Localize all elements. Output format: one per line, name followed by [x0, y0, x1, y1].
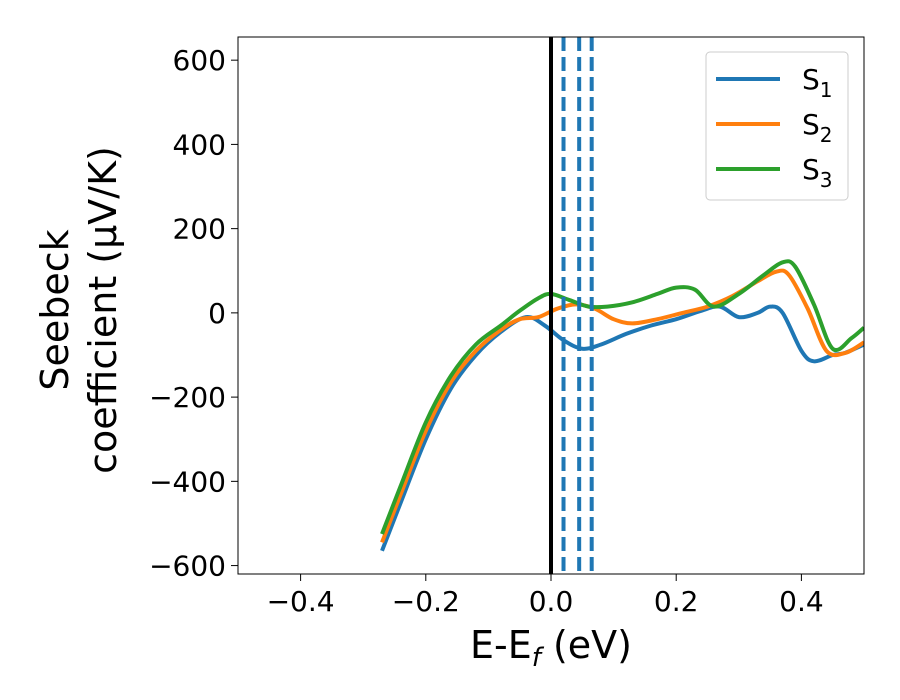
y-tick-label: −400	[149, 465, 226, 498]
legend-label-s1: S1	[802, 63, 833, 102]
y-axis-title: Seebeck coefficient (μV/K)	[33, 146, 125, 474]
y-axis-title-line1: Seebeck	[33, 229, 77, 390]
legend: S1 S2 S3	[705, 51, 849, 201]
legend-label-s3: S3	[802, 153, 833, 192]
y-tick-label: 0	[208, 297, 226, 330]
x-tick-label: −0.2	[392, 585, 460, 618]
legend-label-s2: S2	[802, 108, 833, 147]
x-axis-title: E-Ef (eV)	[470, 623, 632, 673]
x-tick-label: −0.4	[267, 585, 335, 618]
y-tick-label: −200	[149, 381, 226, 414]
y-axis-title-line2: coefficient (μV/K)	[81, 146, 125, 474]
y-tick-label: 400	[173, 128, 226, 161]
axis-ticks: −0.4 −0.2 0.0 0.2 0.4 600 400 200 0 −200 −400 −600	[149, 44, 824, 618]
plot-area	[380, 37, 864, 574]
x-tick-label: 0.2	[654, 585, 699, 618]
x-tick-label: 0.0	[529, 585, 574, 618]
series-line-s3	[380, 259, 864, 535]
y-tick-label: −600	[149, 550, 226, 583]
x-tick-label: 0.4	[779, 585, 824, 618]
y-tick-label: 200	[173, 213, 226, 246]
series-line-s2	[380, 268, 864, 544]
series-line-s1	[380, 304, 864, 552]
y-tick-label: 600	[173, 44, 226, 77]
